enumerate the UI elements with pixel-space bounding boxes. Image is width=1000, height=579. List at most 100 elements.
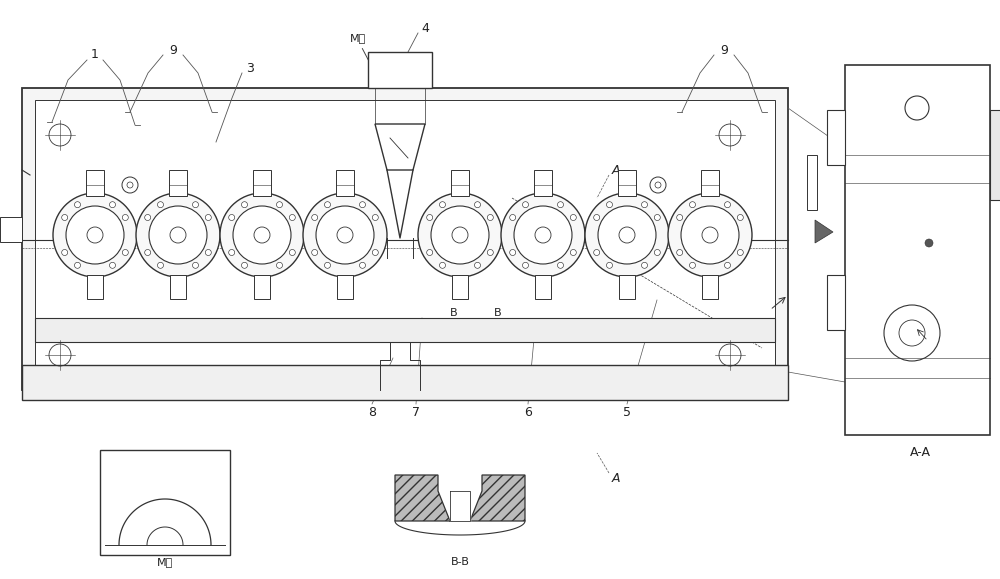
Circle shape: [62, 250, 68, 255]
Circle shape: [276, 201, 283, 208]
Text: 7: 7: [412, 405, 420, 419]
Circle shape: [122, 177, 138, 193]
Circle shape: [233, 206, 291, 264]
Circle shape: [74, 201, 80, 208]
Circle shape: [724, 262, 730, 268]
Circle shape: [510, 214, 516, 221]
Circle shape: [677, 250, 683, 255]
Circle shape: [324, 201, 330, 208]
Text: 4: 4: [421, 21, 429, 35]
Circle shape: [598, 206, 656, 264]
Text: M向: M向: [157, 557, 173, 567]
Circle shape: [324, 262, 330, 268]
Text: 9: 9: [169, 43, 177, 57]
Circle shape: [737, 250, 743, 255]
Text: 9: 9: [720, 43, 728, 57]
Circle shape: [724, 201, 730, 208]
Bar: [990, 110, 1000, 200]
Circle shape: [289, 250, 295, 255]
Bar: [35, 100, 775, 378]
Bar: [451, 170, 469, 196]
Text: 3: 3: [246, 61, 254, 75]
Bar: [169, 170, 187, 196]
Circle shape: [360, 201, 366, 208]
Circle shape: [53, 193, 137, 277]
Polygon shape: [375, 124, 425, 170]
Circle shape: [925, 239, 933, 247]
Circle shape: [276, 262, 283, 268]
Circle shape: [122, 214, 128, 221]
Circle shape: [475, 201, 480, 208]
Circle shape: [585, 193, 669, 277]
Text: M向: M向: [350, 33, 366, 43]
Circle shape: [66, 206, 124, 264]
Text: B-B: B-B: [451, 557, 469, 567]
Bar: [845, 65, 990, 435]
Circle shape: [737, 214, 743, 221]
Circle shape: [487, 250, 493, 255]
Text: A: A: [612, 471, 620, 485]
Bar: [535, 275, 551, 299]
Bar: [22, 88, 788, 390]
Circle shape: [145, 214, 151, 221]
Circle shape: [642, 201, 648, 208]
Circle shape: [594, 250, 600, 255]
Text: A: A: [612, 163, 620, 177]
Circle shape: [606, 262, 612, 268]
Circle shape: [558, 262, 564, 268]
Circle shape: [522, 201, 528, 208]
Circle shape: [475, 262, 480, 268]
Circle shape: [192, 262, 198, 268]
Bar: [35, 318, 775, 342]
Circle shape: [514, 206, 572, 264]
Circle shape: [594, 214, 600, 221]
Circle shape: [289, 214, 295, 221]
Bar: [701, 170, 719, 196]
Circle shape: [570, 250, 576, 255]
Text: 1: 1: [91, 49, 99, 61]
Circle shape: [418, 193, 502, 277]
Circle shape: [677, 214, 683, 221]
Circle shape: [312, 214, 318, 221]
Circle shape: [522, 262, 528, 268]
Bar: [807, 155, 817, 210]
Text: B: B: [450, 308, 458, 318]
Circle shape: [654, 250, 660, 255]
Circle shape: [145, 250, 151, 255]
Bar: [170, 275, 186, 299]
Bar: [336, 170, 354, 196]
Bar: [337, 275, 353, 299]
Bar: [0, 217, 22, 242]
Circle shape: [110, 201, 116, 208]
Circle shape: [690, 262, 696, 268]
Circle shape: [668, 193, 752, 277]
Text: 8: 8: [368, 405, 376, 419]
Bar: [86, 170, 104, 196]
Circle shape: [372, 214, 378, 221]
Bar: [827, 275, 845, 330]
Circle shape: [690, 201, 696, 208]
Polygon shape: [395, 475, 525, 521]
Text: B: B: [494, 308, 502, 318]
Bar: [22, 365, 788, 400]
Circle shape: [501, 193, 585, 277]
Bar: [100, 450, 230, 555]
Text: 5: 5: [623, 405, 631, 419]
Circle shape: [642, 262, 648, 268]
Circle shape: [372, 250, 378, 255]
Bar: [534, 170, 552, 196]
Bar: [618, 170, 636, 196]
Polygon shape: [815, 220, 833, 243]
Circle shape: [487, 214, 493, 221]
Text: A-A: A-A: [910, 445, 930, 459]
Circle shape: [122, 250, 128, 255]
Bar: [702, 275, 718, 299]
Circle shape: [149, 206, 207, 264]
Circle shape: [427, 214, 433, 221]
Circle shape: [431, 206, 489, 264]
Polygon shape: [450, 491, 470, 521]
Circle shape: [360, 262, 366, 268]
Circle shape: [136, 193, 220, 277]
Circle shape: [440, 262, 446, 268]
Bar: [253, 170, 271, 196]
